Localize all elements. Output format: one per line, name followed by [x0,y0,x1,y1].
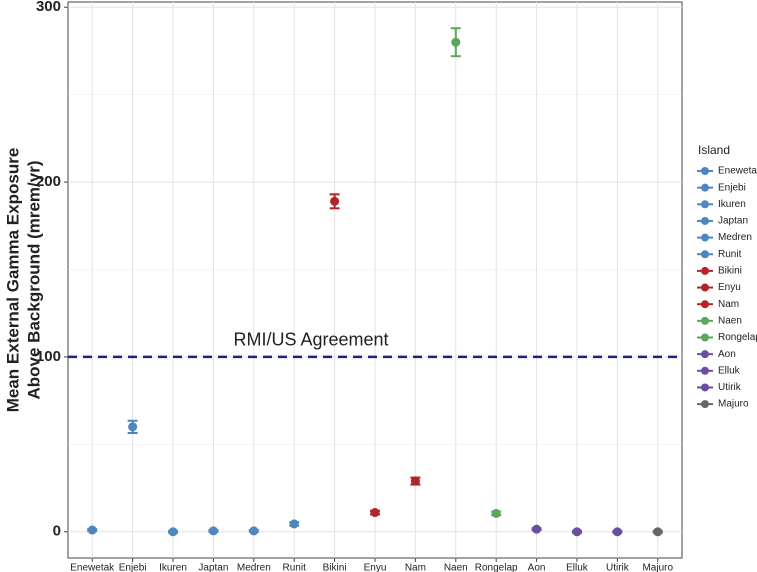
y-tick-label: 300 [36,0,61,15]
point [451,37,461,47]
x-tick-label: Rongelap [475,563,518,572]
point [87,525,97,535]
x-tick-label: Bikini [323,563,347,572]
point [289,519,299,529]
legend-label: Rongelap [718,332,757,343]
legend-key [701,250,709,259]
x-tick-label: Majuro [642,563,673,572]
legend-label: Runit [718,249,742,260]
legend-label: Medren [718,232,752,243]
legend-key [701,366,709,375]
x-tick-label: Enjebi [119,563,147,572]
point [532,524,542,534]
point [330,196,340,206]
legend-key [701,316,709,325]
legend-key [701,333,709,342]
legend-label: Bikini [718,266,742,277]
legend-label: Utirik [718,382,742,393]
legend-label: Enjebi [718,182,746,193]
legend-label: Majuro [718,399,749,410]
legend-label: Enyu [718,282,741,293]
legend-label: Elluk [718,365,741,376]
x-tick-label: Japtan [198,563,228,572]
point [370,508,380,518]
y-tick-label: 200 [36,173,61,190]
x-tick-label: Nam [405,563,426,572]
legend-key [701,200,709,209]
point [168,527,178,537]
y-axis-title: Mean External Gamma Exposure Above Backg… [3,148,43,413]
point [208,526,218,536]
x-tick-label: Ikuren [159,563,187,572]
legend-label: Naen [718,315,742,326]
point [410,476,420,486]
x-tick-label: Elluk [566,563,589,572]
reference-label: RMI/US Agreement [233,330,388,350]
legend-title: Island [698,143,730,157]
y-tick-label: 0 [53,523,61,540]
legend-key [701,233,709,242]
x-tick-label: Runit [283,563,307,572]
x-tick-label: Utirik [606,563,630,572]
legend-key [701,350,709,359]
y-axis-title-line: Mean External Gamma Exposure [3,148,22,413]
legend-key [701,216,709,225]
legend-key [701,183,709,192]
legend-key [701,400,709,409]
point [653,527,663,537]
x-tick-label: Medren [237,563,271,572]
point [572,527,582,537]
legend-key [701,167,709,175]
legend-key [701,283,709,292]
x-tick-label: Enyu [364,563,387,572]
legend-key [701,300,709,309]
legend-label: Aon [718,349,736,360]
legend-label: Ikuren [718,199,746,210]
legend-key [701,383,709,392]
y-tick-label: 100 [36,348,61,365]
legend-label: Nam [718,299,739,310]
x-tick-label: Enewetak [70,563,115,572]
legend-label: Enewetak [718,166,757,177]
point [612,527,622,537]
point [491,508,501,518]
point [128,422,138,432]
x-tick-label: Aon [528,563,546,572]
legend-label: Japtan [718,216,748,227]
x-tick-label: Naen [444,563,468,572]
legend-key [701,266,709,275]
y-axis-title-line: Above Background (mrem/yr) [24,161,43,400]
point [249,526,259,536]
